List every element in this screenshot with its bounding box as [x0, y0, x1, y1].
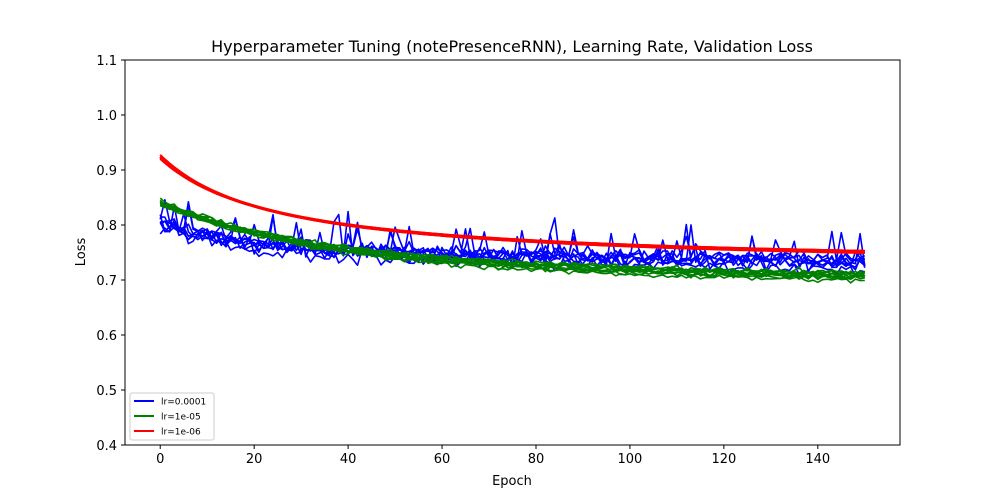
x-axis: 0 20 40 60 80 100 120 140 — [156, 445, 830, 467]
y-tick-label: 0.9 — [96, 164, 117, 179]
legend-label: lr=1e-05 — [161, 413, 201, 423]
chart-title: Hyperparameter Tuning (notePresenceRNN),… — [211, 37, 813, 56]
y-tick-label: 0.5 — [96, 384, 117, 399]
series-line — [159, 204, 865, 281]
y-tick-label: 0.6 — [96, 329, 117, 344]
plot-frame — [124, 59, 901, 446]
x-tick-label: 0 — [156, 452, 164, 467]
series-line — [159, 197, 865, 277]
x-tick-label: 140 — [805, 452, 830, 467]
y-axis: 0.4 0.5 0.6 0.7 0.8 0.9 1.0 1.1 — [96, 54, 125, 454]
x-tick-label: 100 — [618, 452, 643, 467]
x-tick-label: 120 — [711, 452, 736, 467]
series-line — [159, 156, 865, 254]
x-tick-label: 80 — [528, 452, 545, 467]
legend: lr=0.0001 lr=1e-05 lr=1e-06 — [129, 392, 215, 441]
x-tick-label: 40 — [340, 452, 357, 467]
y-tick-label: 0.7 — [96, 274, 117, 289]
y-tick-label: 0.4 — [96, 439, 117, 454]
x-axis-label: Epoch — [492, 474, 532, 489]
series-line — [159, 219, 865, 271]
plot-area — [159, 154, 866, 284]
legend-label: lr=0.0001 — [161, 398, 206, 408]
y-tick-label: 0.8 — [96, 219, 117, 234]
series-line — [159, 155, 865, 252]
y-tick-label: 1.0 — [96, 109, 117, 124]
y-tick-label: 1.1 — [96, 54, 117, 69]
y-axis-label: Loss — [74, 238, 89, 267]
legend-box — [129, 392, 215, 441]
legend-label: lr=1e-06 — [161, 428, 201, 438]
x-tick-label: 60 — [434, 452, 451, 467]
x-tick-label: 20 — [246, 452, 263, 467]
